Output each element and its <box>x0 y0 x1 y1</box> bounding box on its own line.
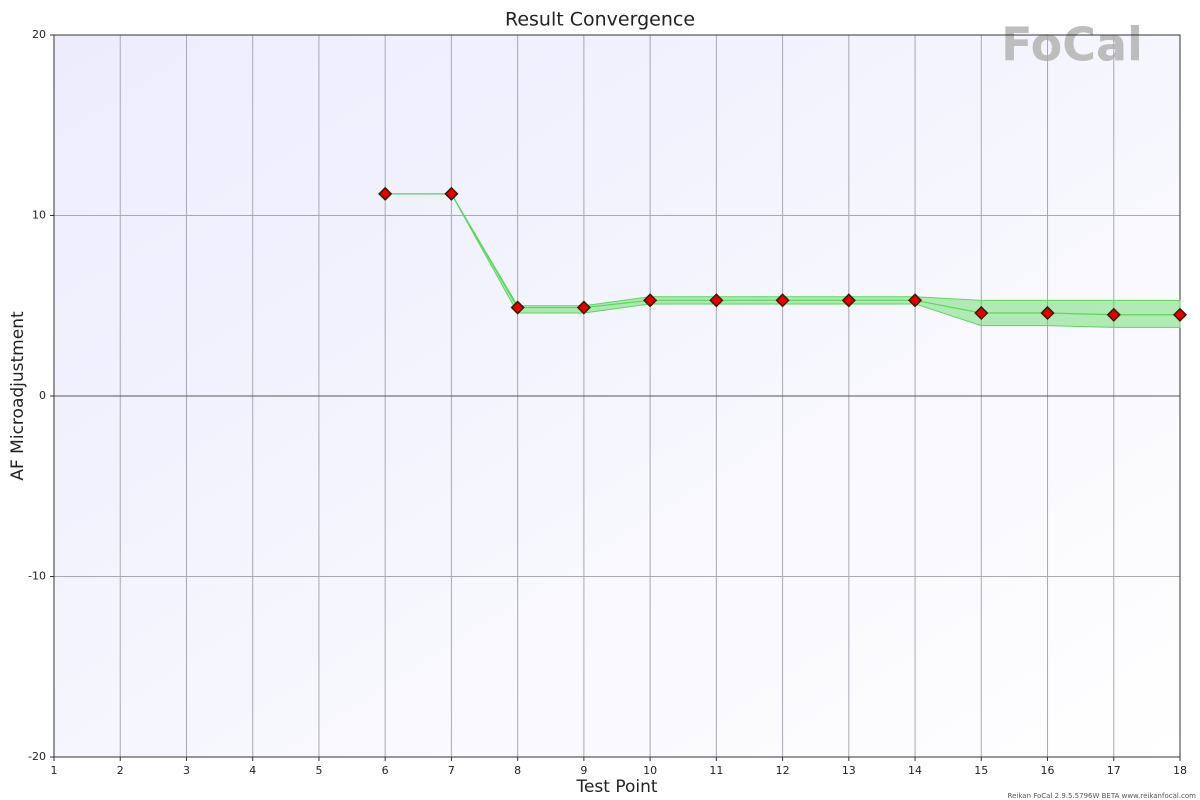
x-tick-label: 11 <box>709 764 723 777</box>
data-point <box>444 186 459 201</box>
x-tick-label: 2 <box>117 764 124 777</box>
y-tick-label: -20 <box>28 750 46 763</box>
data-point <box>1040 305 1055 321</box>
x-tick-label: 7 <box>448 764 455 777</box>
y-tick-label: 0 <box>39 389 46 402</box>
x-tick-label: 15 <box>974 764 988 777</box>
x-tick-label: 10 <box>643 764 657 777</box>
logo: FoCal <box>1001 18 1143 72</box>
y-axis-label: AF Microadjustment <box>8 311 28 481</box>
y-tick-label: 10 <box>32 209 46 222</box>
x-tick-label: 4 <box>249 764 256 777</box>
data-point <box>1106 307 1121 322</box>
data-point <box>709 293 724 308</box>
data-point <box>1172 307 1188 322</box>
x-tick-label: 12 <box>776 764 790 777</box>
data-point <box>510 300 525 315</box>
y-tick-label: 20 <box>32 28 46 41</box>
x-tick-label: 1 <box>51 764 58 777</box>
data-point <box>775 293 790 308</box>
x-tick-label: 9 <box>580 764 587 777</box>
footer: Reikan FoCal 2.9.5.5796W BETA www.reikan… <box>1008 792 1197 800</box>
y-tick-label: -10 <box>28 570 46 583</box>
x-tick-label: 18 <box>1173 764 1187 777</box>
data-point <box>643 293 658 308</box>
x-tick-label: 3 <box>183 764 190 777</box>
data-point <box>576 300 591 315</box>
x-tick-label: 17 <box>1107 764 1121 777</box>
x-tick-label: 6 <box>382 764 389 777</box>
x-tick-label: 14 <box>908 764 922 777</box>
x-tick-label: 16 <box>1041 764 1055 777</box>
data-point <box>974 305 989 321</box>
data-point <box>378 186 393 201</box>
plot-frame <box>53 34 1181 758</box>
x-axis-label: Test Point <box>575 777 657 797</box>
data-point <box>841 293 856 308</box>
chart-title: Result Convergence <box>505 9 695 31</box>
data-point <box>907 293 923 308</box>
x-tick-label: 13 <box>842 764 856 777</box>
x-tick-label: 5 <box>315 764 322 777</box>
x-tick-label: 8 <box>514 764 521 777</box>
